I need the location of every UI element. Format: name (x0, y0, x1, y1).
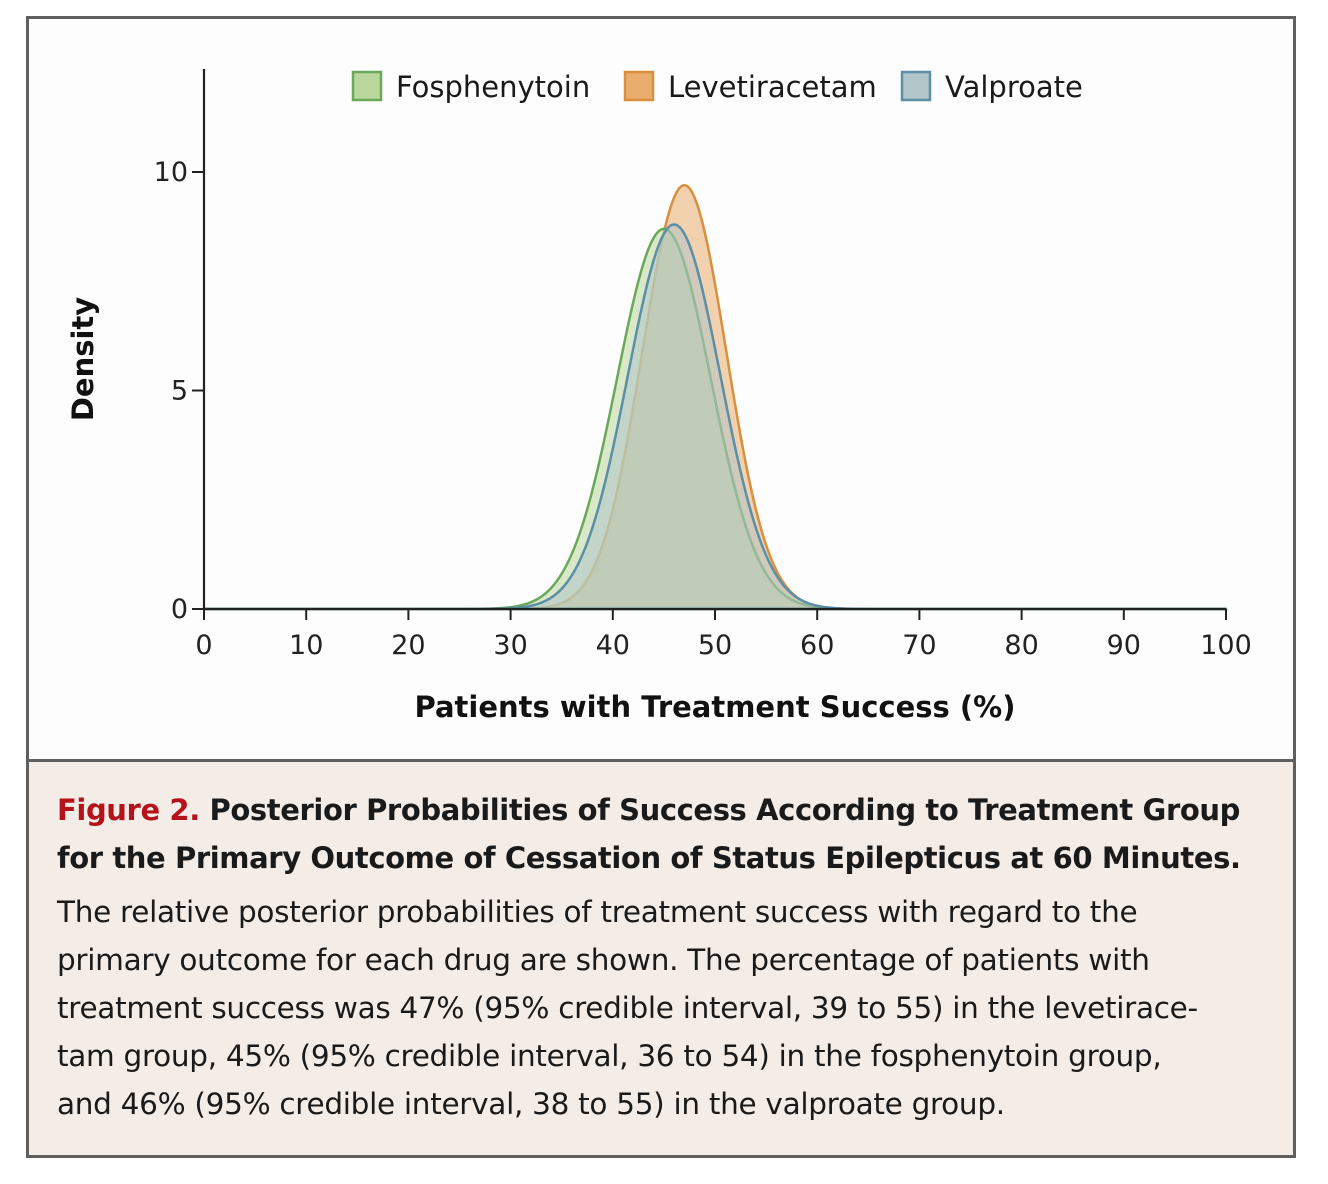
caption-body-line: and 46% (95% credible interval, 38 to 55… (57, 1087, 1005, 1121)
x-axis-label: Patients with Treatment Success (%) (415, 690, 1016, 724)
caption-title-text: Posterior Probabilities of Success Accor… (209, 793, 1241, 827)
legend-swatch-valproate (900, 70, 932, 102)
figure-caption: Figure 2. Posterior Probabilities of Suc… (29, 762, 1293, 1155)
y-axis-label: Density (66, 297, 100, 421)
x-tick-label: 60 (800, 630, 834, 661)
legend-label-levetiracetam: Levetiracetam (668, 70, 877, 104)
legend-label-fosphenytoin: Fosphenytoin (396, 70, 590, 104)
y-tick-label: 0 (171, 594, 188, 625)
legend-label-valproate: Valproate (945, 70, 1083, 104)
density-chart: 0 10 20 30 40 50 60 70 80 90 100 0 5 10 Patients with … (66, 69, 1252, 724)
caption-title: Figure 2. Posterior Probabilities of Suc… (57, 786, 1277, 882)
caption-body-line: primary outcome for each drug are shown.… (57, 943, 1150, 977)
x-tick-label: 0 (195, 630, 212, 661)
x-tick-label: 100 (1200, 630, 1252, 661)
x-tick-label: 50 (698, 630, 732, 661)
x-tick-label: 80 (1004, 630, 1038, 661)
figure-frame: 0 10 20 30 40 50 60 70 80 90 100 0 5 10 Patients with … (26, 16, 1296, 1158)
x-tick-label: 10 (289, 630, 323, 661)
figure-label: Figure 2. (57, 793, 200, 827)
x-tick-label: 70 (902, 630, 936, 661)
y-tick-label: 10 (154, 157, 188, 188)
x-tick-label: 30 (493, 630, 527, 661)
legend-swatch-levetiracetam (623, 70, 655, 102)
caption-body-line: The relative posterior probabilities of … (57, 895, 1138, 929)
caption-title-text-line2: for the Primary Outcome of Cessation of … (57, 841, 1241, 875)
chart-panel: 0 10 20 30 40 50 60 70 80 90 100 0 5 10 Patients with … (29, 19, 1293, 762)
y-tick-label: 5 (171, 376, 188, 407)
x-tick-label: 90 (1107, 630, 1141, 661)
caption-body-line: tam group, 45% (95% credible interval, 3… (57, 1039, 1162, 1073)
x-tick-label: 40 (596, 630, 630, 661)
caption-body-line: treatment success was 47% (95% credible … (57, 991, 1198, 1025)
caption-body: The relative posterior probabilities of … (57, 888, 1287, 1128)
x-tick-label: 20 (391, 630, 425, 661)
legend-swatch-fosphenytoin (351, 70, 383, 102)
